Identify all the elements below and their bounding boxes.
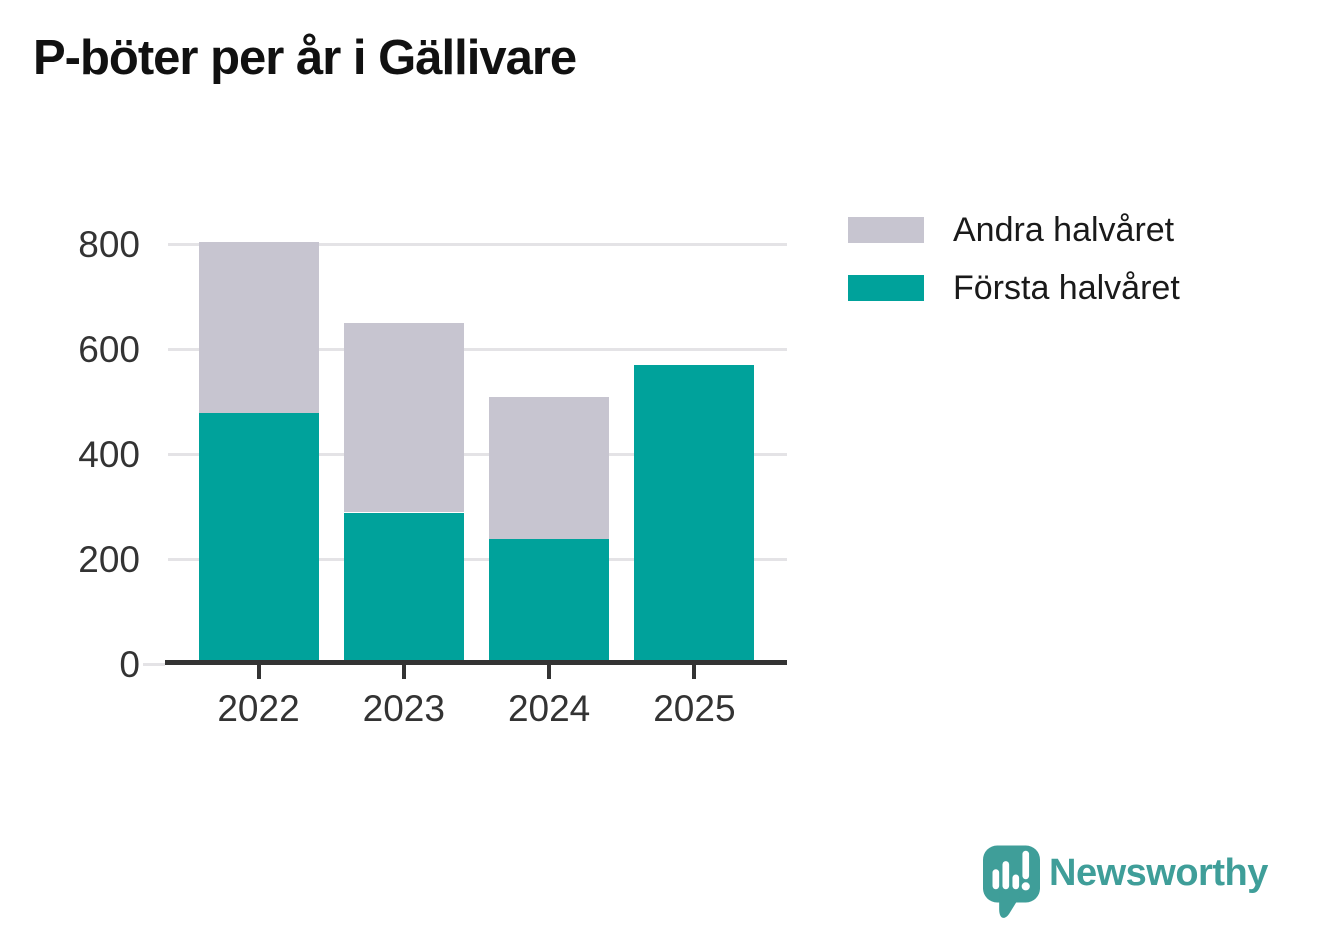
x-tick-label-2024: 2024 (507, 688, 591, 729)
gridline-600 (168, 348, 787, 352)
x-tick-label-2022: 2022 (217, 688, 300, 729)
legend-label-andra-halvaret: Andra halvåret (953, 210, 1175, 249)
newsworthy-logo-icon (983, 845, 1040, 918)
x-tick-2025 (692, 665, 697, 679)
bar-2023-forsta-halvaret (343, 512, 464, 665)
newsworthy-logo-text: Newsworthy (1049, 852, 1268, 894)
bar-2024-forsta-halvaret (489, 538, 610, 666)
chart-title: P-böter per år i Gällivare (33, 31, 577, 85)
bar-2023-andra-halvaret (343, 323, 464, 513)
x-axis-line (165, 660, 787, 665)
gridline-200 (168, 558, 787, 562)
x-tick-2024 (547, 665, 552, 679)
legend-item-andra-halvaret: Andra halvåret (848, 210, 1180, 249)
x-tick-2022 (256, 665, 261, 679)
legend-swatch-andra-halvaret (848, 217, 924, 243)
bar-2025-forsta-halvaret (634, 365, 755, 665)
legend-swatch-forsta-halvaret (848, 275, 924, 301)
legend-label-forsta-halvaret: Första halvåret (953, 268, 1180, 307)
y-tick-label-0: 0 (119, 644, 140, 685)
y-tick-label-600: 600 (78, 328, 140, 370)
bar-2022-forsta-halvaret (198, 412, 319, 665)
legend-item-forsta-halvaret: Första halvåret (848, 268, 1180, 307)
x-tick-label-2025: 2025 (653, 688, 736, 729)
y-tick-label-200: 200 (78, 538, 140, 580)
bar-2024-andra-halvaret (489, 396, 610, 539)
zero-tick-mark (143, 663, 165, 666)
gridline-400 (168, 453, 787, 457)
bar-2022-andra-halvaret (198, 241, 319, 413)
legend: Andra halvåret Första halvåret (848, 210, 1180, 307)
y-tick-label-800: 800 (78, 223, 140, 265)
x-tick-2023 (401, 665, 406, 679)
newsworthy-branding: Newsworthy (983, 845, 1268, 922)
x-tick-label-2023: 2023 (362, 688, 445, 729)
gridline-800 (168, 243, 787, 246)
y-tick-label-400: 400 (78, 433, 140, 475)
